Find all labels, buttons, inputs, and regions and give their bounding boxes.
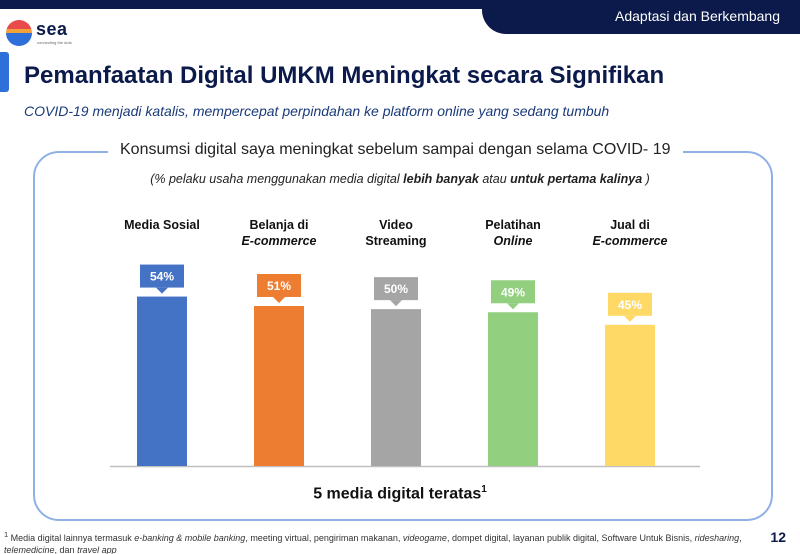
value-tag-pointer xyxy=(156,287,168,294)
footnote-part: telemedicine xyxy=(4,544,55,554)
page-subtitle: COVID-19 menjadi katalis, mempercepat pe… xyxy=(24,103,610,119)
category-label-line2: E-commerce xyxy=(592,234,667,248)
category-label: Media Sosial xyxy=(124,218,200,232)
xlabel-text: 5 media digital teratas xyxy=(313,485,482,503)
logo-tagline: connecting the dots xyxy=(37,40,72,45)
category-label-line2: Online xyxy=(494,234,533,248)
chart-title: Konsumsi digital saya meningkat sebelum … xyxy=(108,141,683,159)
bar xyxy=(605,324,655,466)
chart-subtitle-part: atau xyxy=(478,172,511,186)
bar xyxy=(137,296,187,466)
footnote-part: 1 xyxy=(4,530,9,539)
chart-subtitle-part: ) xyxy=(642,172,650,186)
footnote-part: , dan xyxy=(54,544,78,554)
footnote-part: Media digital lainnya termasuk xyxy=(8,533,135,543)
title-accent-bar xyxy=(0,52,9,92)
footnote-part: , dompet digital, layanan publik digital… xyxy=(446,533,695,543)
page-number: 12 xyxy=(770,529,786,545)
footnote-part: videogame xyxy=(402,533,447,543)
footnote: 1 Media digital lainnya termasuk e-banki… xyxy=(4,529,744,554)
value-label: 54% xyxy=(150,270,174,284)
value-tag xyxy=(140,264,184,288)
value-tag-pointer xyxy=(273,296,285,303)
value-tag xyxy=(608,292,652,316)
page-title: Pemanfaatan Digital UMKM Meningkat secar… xyxy=(24,62,665,89)
header-bar xyxy=(0,0,800,9)
chart-subtitle-part: lebih banyak xyxy=(403,172,479,186)
value-label: 49% xyxy=(501,285,525,299)
bar xyxy=(371,309,421,466)
value-label: 45% xyxy=(618,298,642,312)
footnote-part: ridesharing xyxy=(694,533,740,543)
bar xyxy=(254,305,304,466)
value-tag-pointer xyxy=(507,303,519,310)
value-tag-pointer xyxy=(624,315,636,322)
footnote-part: travel app xyxy=(77,544,117,554)
category-label: Video xyxy=(379,218,413,232)
chart-subtitle: (% pelaku usaha menggunakan media digita… xyxy=(0,172,800,186)
category-label: Pelatihan xyxy=(485,218,541,232)
sea-logo-icon xyxy=(6,20,32,46)
footnote-part: , meeting virtual, pengiriman makanan, xyxy=(245,533,403,543)
value-tag xyxy=(257,273,301,297)
sea-logo: sea connecting the dots xyxy=(6,19,106,48)
logo-word: sea xyxy=(36,19,68,39)
value-tag xyxy=(374,277,418,301)
chart-xlabel: 5 media digital teratas1 xyxy=(0,484,800,503)
value-tag xyxy=(491,280,535,304)
footnote-part: e-banking & mobile banking xyxy=(134,533,246,543)
category-label-line2: Streaming xyxy=(365,234,426,248)
category-label: Jual di xyxy=(610,218,650,232)
value-tag-pointer xyxy=(390,300,402,307)
xlabel-footnote-mark: 1 xyxy=(481,484,487,495)
bar xyxy=(488,312,538,466)
section-tab: Adaptasi dan Berkembang xyxy=(482,0,800,34)
category-label-line2: E-commerce xyxy=(241,234,316,248)
category-label: Belanja di xyxy=(249,218,308,232)
section-label: Adaptasi dan Berkembang xyxy=(615,8,780,24)
value-label: 51% xyxy=(267,279,291,293)
footnote-part: , xyxy=(739,533,742,543)
chart-subtitle-part: untuk pertama kalinya xyxy=(510,172,643,186)
chart-subtitle-part: (% pelaku usaha menggunakan media digita… xyxy=(150,172,404,186)
value-label: 50% xyxy=(384,282,408,296)
